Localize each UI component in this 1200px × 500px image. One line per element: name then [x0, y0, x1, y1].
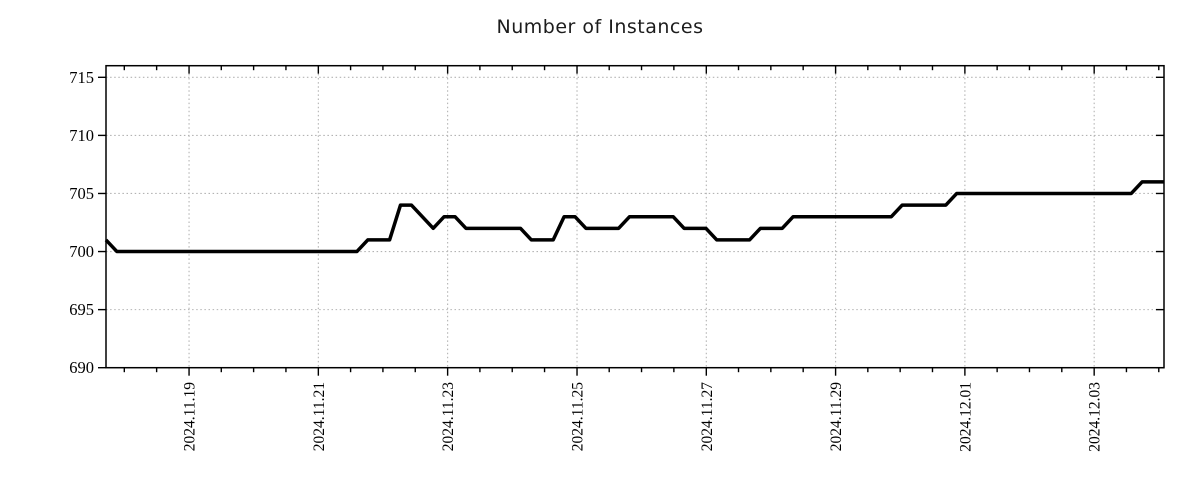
- x-tick-label: 2024.11.25: [570, 382, 587, 451]
- chart-title: Number of Instances: [496, 16, 704, 38]
- x-tick-label: 2024.12.03: [1087, 382, 1104, 452]
- x-tick-label: 2024.11.29: [828, 382, 845, 451]
- y-tick-label: 710: [69, 126, 94, 145]
- x-tick-label: 2024.11.23: [440, 382, 457, 451]
- x-tick-label: 2024.11.21: [311, 382, 328, 451]
- axis-ticks: [98, 65, 1164, 376]
- series-line: [104, 180, 1164, 254]
- x-tick-label: 2024.11.27: [699, 382, 716, 451]
- x-tick-label: 2024.12.01: [957, 382, 974, 452]
- y-tick-label: 705: [69, 184, 94, 203]
- y-tick-label: 695: [69, 300, 94, 319]
- x-tick-label: 2024.11.19: [182, 382, 199, 451]
- y-tick-label: 715: [69, 68, 94, 87]
- y-tick-label: 700: [69, 242, 94, 261]
- y-tick-label: 690: [69, 358, 94, 377]
- tick-labels: 690 695 700 705 710 715 2024.11.19 2024.11.21 20…: [69, 68, 1103, 452]
- plot-frame: [105, 64, 1165, 369]
